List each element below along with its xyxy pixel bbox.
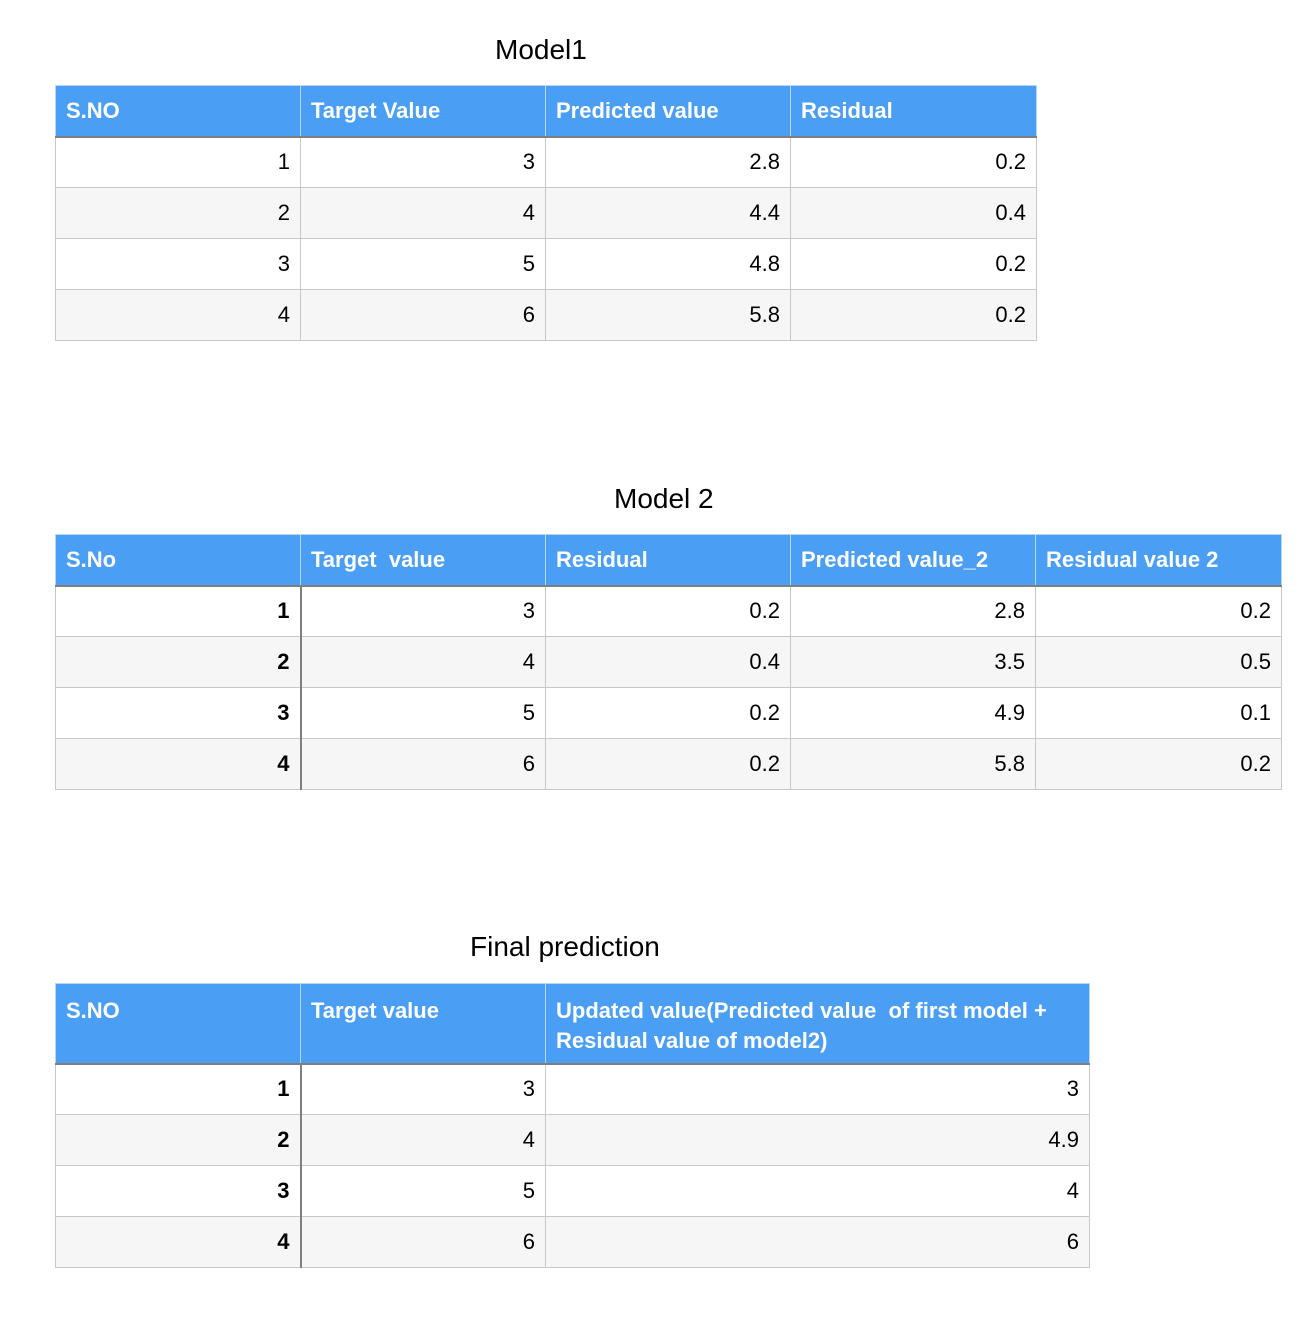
table-cell: 0.2: [545, 687, 791, 739]
column-header-target-value: Target Value: [300, 85, 546, 138]
table-row: 3 5 4.8 0.2: [55, 238, 1037, 290]
column-header-sno: S.NO: [55, 85, 301, 138]
table-cell: 5.8: [545, 289, 791, 341]
model1-title: Model1: [495, 34, 587, 65]
table-cell: 0.2: [790, 238, 1037, 290]
table-cell: 2: [55, 1114, 302, 1166]
table-header-row: S.NO Target value Updated value(Predicte…: [55, 983, 1090, 1065]
table-cell: 3: [300, 1063, 546, 1115]
table-cell: 4.4: [545, 187, 791, 239]
table-cell: 4: [300, 1114, 546, 1166]
table-cell: 2.8: [545, 136, 791, 188]
table-cell: 6: [300, 738, 546, 790]
table-cell: 0.2: [1035, 738, 1282, 790]
table-cell: 5: [300, 1165, 546, 1217]
table-cell: 4: [55, 289, 301, 341]
model2-table: S.No Target value Residual Predicted val…: [55, 534, 1282, 790]
table-cell: 0.4: [545, 636, 791, 688]
table-cell: 0.2: [1035, 585, 1282, 637]
table-cell: 2: [55, 636, 302, 688]
column-header-target-value: Target value: [300, 534, 546, 587]
table-cell: 3.5: [790, 636, 1036, 688]
table-row: 3 5 4: [55, 1165, 1090, 1217]
table-header-row: S.NO Target Value Predicted value Residu…: [55, 85, 1037, 138]
table-cell: 1: [55, 136, 301, 188]
column-header-updated-value: Updated value(Predicted value of first m…: [545, 983, 1090, 1065]
table-cell: 6: [300, 1216, 546, 1268]
table-cell: 4.9: [790, 687, 1036, 739]
table-cell: 0.2: [790, 136, 1037, 188]
table-cell: 2.8: [790, 585, 1036, 637]
table-cell: 4: [55, 1216, 302, 1268]
table-row: 4 6 5.8 0.2: [55, 289, 1037, 341]
column-header-residual: Residual: [545, 534, 791, 587]
column-header-residual-value-2: Residual value 2: [1035, 534, 1282, 587]
table-cell: 2: [55, 187, 301, 239]
table-row: 1 3 0.2 2.8 0.2: [55, 585, 1282, 637]
table-row: 4 6 0.2 5.8 0.2: [55, 738, 1282, 790]
table-cell: 4.9: [545, 1114, 1090, 1166]
table-row: 2 4 0.4 3.5 0.5: [55, 636, 1282, 688]
table-cell: 0.2: [790, 289, 1037, 341]
table-cell: 6: [545, 1216, 1090, 1268]
table-cell: 0.5: [1035, 636, 1282, 688]
table-cell: 4.8: [545, 238, 791, 290]
table-cell: 5: [300, 687, 546, 739]
model1-table: S.NO Target Value Predicted value Residu…: [55, 85, 1037, 341]
table-cell: 0.1: [1035, 687, 1282, 739]
table-cell: 4: [300, 636, 546, 688]
table-cell: 4: [300, 187, 546, 239]
table-cell: 0.2: [545, 585, 791, 637]
column-header-sno: S.No: [55, 534, 301, 587]
table-cell: 6: [300, 289, 546, 341]
table-cell: 3: [545, 1063, 1090, 1115]
table-row: 1 3 3: [55, 1063, 1090, 1115]
table-row: 2 4 4.9: [55, 1114, 1090, 1166]
table-cell: 3: [55, 238, 301, 290]
table-cell: 4: [545, 1165, 1090, 1217]
column-header-target-value: Target value: [300, 983, 546, 1065]
model2-title: Model 2: [614, 483, 714, 514]
table-cell: 5.8: [790, 738, 1036, 790]
table-header-row: S.No Target value Residual Predicted val…: [55, 534, 1282, 587]
table-row: 4 6 6: [55, 1216, 1090, 1268]
table-cell: 3: [300, 585, 546, 637]
column-header-residual: Residual: [790, 85, 1037, 138]
column-header-predicted-value: Predicted value: [545, 85, 791, 138]
table-cell: 5: [300, 238, 546, 290]
column-header-sno: S.NO: [55, 983, 301, 1065]
table-cell: 0.2: [545, 738, 791, 790]
table-row: 2 4 4.4 0.4: [55, 187, 1037, 239]
table-cell: 3: [300, 136, 546, 188]
table-row: 3 5 0.2 4.9 0.1: [55, 687, 1282, 739]
column-header-predicted-value-2: Predicted value_2: [790, 534, 1036, 587]
table-cell: 0.4: [790, 187, 1037, 239]
table-row: 1 3 2.8 0.2: [55, 136, 1037, 188]
table-cell: 3: [55, 1165, 302, 1217]
table-cell: 3: [55, 687, 302, 739]
table-cell: 1: [55, 585, 302, 637]
final-title: Final prediction: [470, 931, 660, 962]
final-table: S.NO Target value Updated value(Predicte…: [55, 983, 1090, 1268]
table-cell: 1: [55, 1063, 302, 1115]
table-cell: 4: [55, 738, 302, 790]
